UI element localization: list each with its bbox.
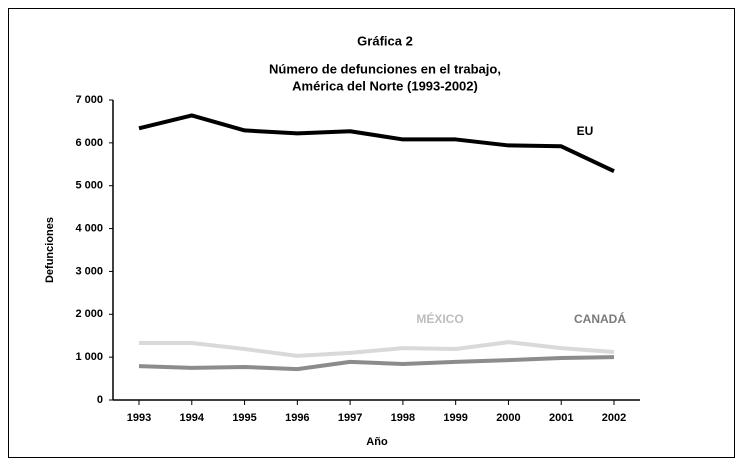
x-tick-label: 2000 <box>496 412 520 424</box>
series-label: EU <box>577 124 594 138</box>
x-tick-label: 1997 <box>338 412 362 424</box>
x-tick-label: 2002 <box>602 412 626 424</box>
y-tick-label: 1 000 <box>75 351 103 363</box>
x-tick-label: 1995 <box>232 412 256 424</box>
chart-subtitle: América del Norte (1993-2002) <box>292 78 478 93</box>
y-tick-label: 2 000 <box>75 308 103 320</box>
x-tick-label: 2001 <box>549 412 573 424</box>
chart-title: Gráfica 2 <box>357 33 413 48</box>
x-tick-label: 1994 <box>180 412 205 424</box>
x-axis-label: Año <box>366 436 388 448</box>
chart-subtitle: Número de defunciones en el trabajo, <box>269 61 501 76</box>
x-tick-label: 1998 <box>391 412 415 424</box>
y-tick-label: 5 000 <box>75 180 103 192</box>
x-tick-label: 1993 <box>127 412 151 424</box>
y-tick-label: 7 000 <box>75 94 103 106</box>
y-tick-label: 3 000 <box>75 265 103 277</box>
series-line <box>138 355 615 372</box>
series-label: MÉXICO <box>416 311 463 326</box>
series-label: CANADÁ <box>574 311 626 326</box>
y-tick-label: 0 <box>97 394 103 406</box>
x-tick-label: 1999 <box>443 412 467 424</box>
y-tick-label: 6 000 <box>75 137 103 149</box>
series-line <box>138 113 615 173</box>
series-line <box>139 340 615 358</box>
frame <box>8 8 735 458</box>
y-tick-label: 4 000 <box>75 222 103 234</box>
y-axis-label: Defunciones <box>44 217 56 283</box>
x-tick-label: 1996 <box>285 412 309 424</box>
